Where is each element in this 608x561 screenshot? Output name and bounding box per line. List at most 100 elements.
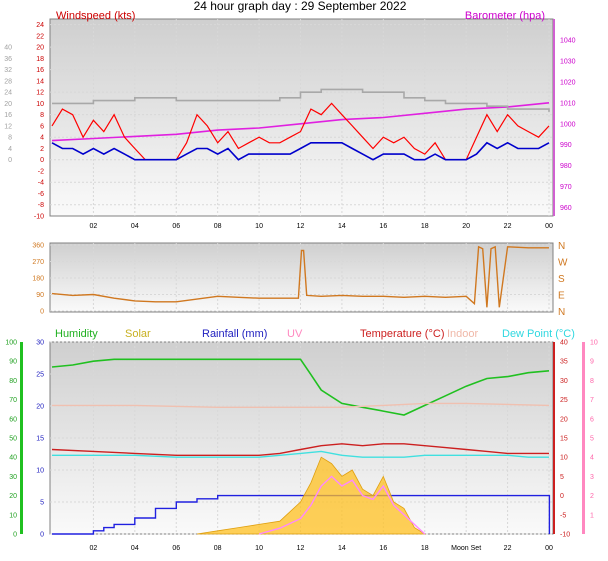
temperature-tick-label: 25: [560, 397, 568, 404]
wind-x-tick-label: 18: [421, 223, 429, 230]
uv-tick-label: 7: [590, 397, 594, 404]
wind-x-tick-label: 14: [338, 223, 346, 230]
barometer-tick-label: 1020: [560, 79, 576, 86]
humidity-tick-label: 40: [9, 455, 17, 462]
direction-tick-label: 180: [32, 276, 44, 283]
direction-tick-label: 0: [40, 309, 44, 316]
temperature-tick-label: 40: [560, 340, 568, 347]
series-humidity: [51, 358, 550, 416]
barometer-tick-label: 1030: [560, 58, 576, 65]
rainfall-tick-label: 0: [40, 532, 44, 539]
series-rainfall-mm: [52, 494, 551, 535]
rainfall-tick-label: 20: [36, 404, 44, 411]
barometer-axis-bar: [553, 19, 555, 216]
windspeed-tick-label: -4: [38, 180, 44, 187]
gust-tick-label: 12: [4, 123, 12, 130]
climate-x-tick-label: 00: [545, 545, 553, 552]
uv-axis-bar: [582, 342, 585, 534]
windspeed-tick-label: 18: [36, 56, 44, 63]
humidity-tick-label: 0: [13, 532, 17, 539]
series-uv: [258, 475, 426, 535]
gust-tick-label: 40: [4, 45, 12, 52]
wind-x-tick-label: 16: [379, 223, 387, 230]
uv-tick-label: 5: [590, 436, 594, 443]
uv-tick-label: 8: [590, 378, 594, 385]
barometer-axis-label: Barometer (hpa): [465, 10, 545, 22]
compass-direction-label: W: [558, 258, 568, 269]
humidity-tick-label: 100: [5, 340, 17, 347]
gust-tick-label: 8: [8, 135, 12, 142]
wind-x-tick-label: 02: [90, 223, 98, 230]
windspeed-tick-label: 20: [36, 45, 44, 52]
wind-series-barometer-hpa: [51, 102, 550, 142]
rainfall-tick-label: 25: [36, 372, 44, 379]
legend-temperature-c: Temperature (°C): [360, 328, 444, 340]
windspeed-tick-label: 14: [36, 78, 44, 85]
humidity-tick-label: 90: [9, 359, 17, 366]
gust-tick-label: 20: [4, 101, 12, 108]
uv-tick-label: 6: [590, 416, 594, 423]
windspeed-tick-label: 16: [36, 67, 44, 74]
gust-tick-label: 0: [8, 157, 12, 164]
series-dew-point-c: [52, 450, 549, 458]
rainfall-tick-label: 5: [40, 500, 44, 507]
climate-x-tick-label: 22: [504, 545, 512, 552]
climate-x-tick-label: 14: [338, 545, 346, 552]
wind-x-tick-label: 22: [504, 223, 512, 230]
wind-series-3: [51, 141, 550, 161]
gust-tick-label: 4: [8, 146, 12, 153]
windspeed-tick-label: 4: [40, 135, 44, 142]
climate-x-tick-label: 06: [172, 545, 180, 552]
humidity-tick-label: 80: [9, 378, 17, 385]
windspeed-tick-label: 10: [36, 101, 44, 108]
direction-tick-label: 90: [36, 292, 44, 299]
legend-dew-point-c: Dew Point (°C): [502, 328, 575, 340]
temperature-tick-label: 10: [560, 455, 568, 462]
climate-x-tick-label: 08: [214, 545, 222, 552]
gust-tick-label: 36: [4, 56, 12, 63]
temperature-tick-label: 35: [560, 359, 568, 366]
climate-x-tick-label: 10: [255, 545, 263, 552]
rainfall-tick-label: 10: [36, 468, 44, 475]
wind-x-tick-label: 06: [172, 223, 180, 230]
series-indoor: [52, 402, 550, 408]
series-solar: [196, 456, 427, 535]
climate-x-tick-label: Moon Set: [451, 545, 481, 552]
temperature-tick-label: -5: [560, 512, 566, 519]
uv-tick-label: 3: [590, 474, 594, 481]
humidity-tick-label: 70: [9, 397, 17, 404]
barometer-tick-label: 990: [560, 142, 572, 149]
barometer-tick-label: 960: [560, 205, 572, 212]
wind-x-tick-label: 04: [131, 223, 139, 230]
gust-tick-label: 28: [4, 78, 12, 85]
humidity-tick-label: 50: [9, 436, 17, 443]
legend-uv: UV: [287, 328, 303, 340]
legend-indoor: Indoor: [447, 328, 479, 340]
climate-x-tick-label: 18: [421, 545, 429, 552]
barometer-tick-label: 980: [560, 163, 572, 170]
humidity-tick-label: 10: [9, 512, 17, 519]
gust-tick-label: 24: [4, 90, 12, 97]
wind-direction-line: [51, 245, 549, 308]
barometer-tick-label: 970: [560, 184, 572, 191]
uv-tick-label: 1: [590, 512, 594, 519]
gust-tick-label: 32: [4, 67, 12, 74]
temperature-tick-label: 15: [560, 436, 568, 443]
temperature-tick-label: -10: [560, 532, 570, 539]
windspeed-tick-label: 24: [36, 22, 44, 29]
wind-x-tick-label: 00: [545, 223, 553, 230]
temp-axis-bar: [553, 342, 555, 534]
legend-humidity: Humidity: [55, 328, 98, 340]
temperature-tick-label: 5: [560, 474, 564, 481]
humidity-tick-label: 30: [9, 474, 17, 481]
compass-direction-label: S: [558, 274, 565, 285]
temperature-tick-label: 0: [560, 493, 564, 500]
windspeed-tick-label: -8: [38, 202, 44, 209]
compass-direction-label: N: [558, 241, 565, 252]
direction-tick-label: 360: [32, 243, 44, 250]
windspeed-tick-label: 2: [40, 146, 44, 153]
barometer-tick-label: 1000: [560, 121, 576, 128]
series-temperature-c: [51, 443, 549, 456]
humidity-tick-label: 20: [9, 493, 17, 500]
